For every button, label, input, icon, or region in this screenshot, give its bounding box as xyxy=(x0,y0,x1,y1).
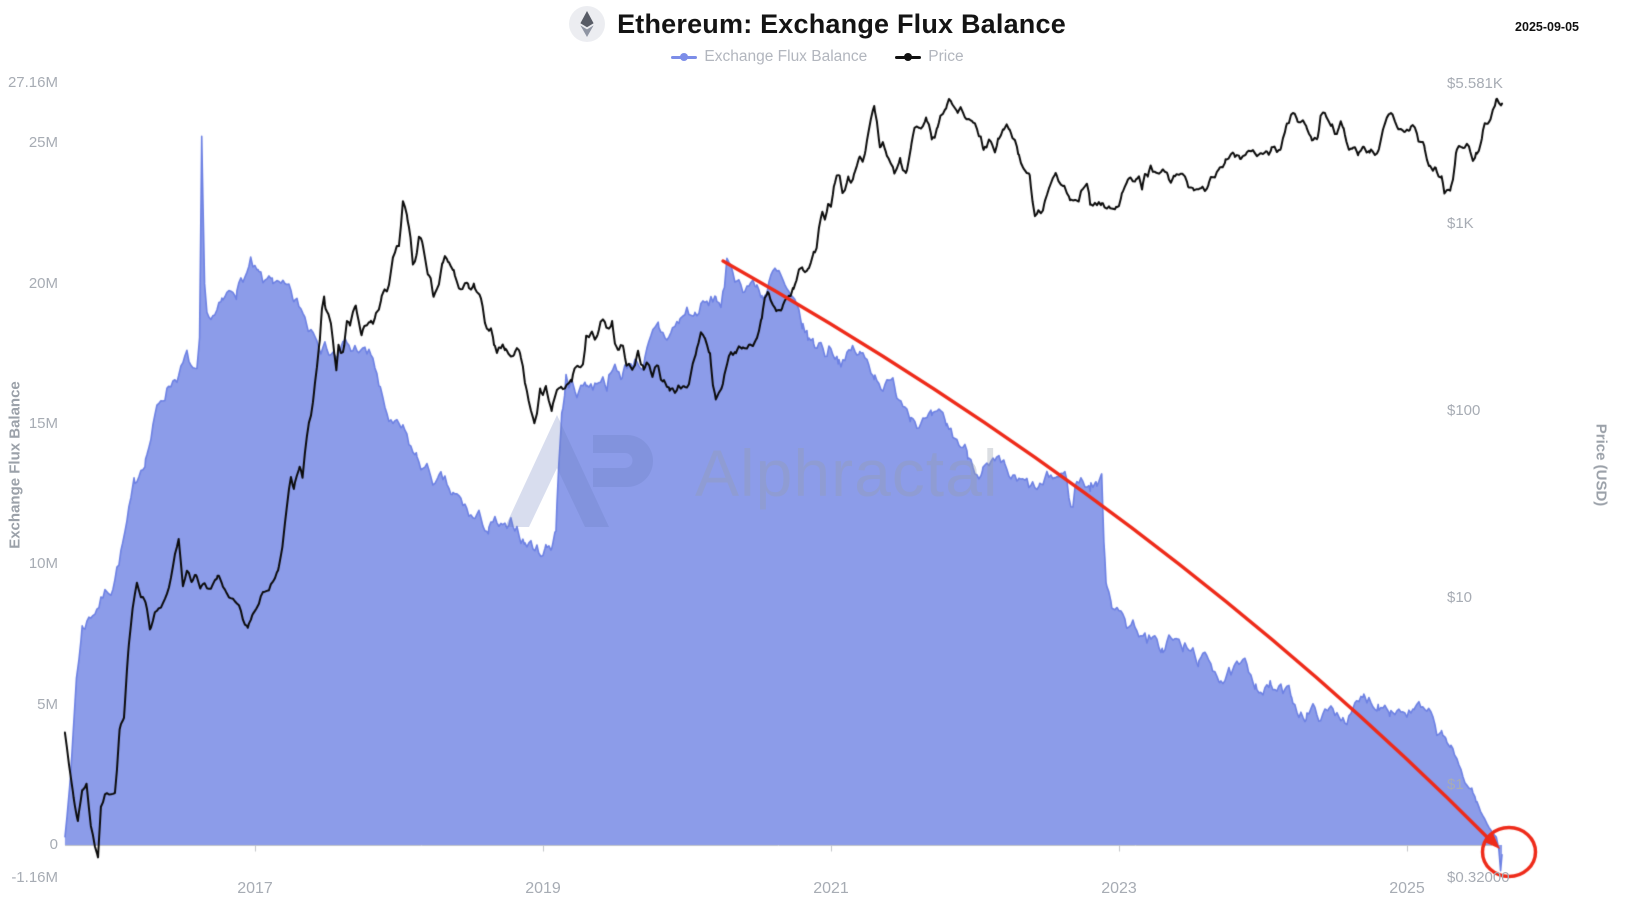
y-left-tick-label: 25M xyxy=(28,134,58,152)
left-axis-title: Exchange Flux Balance xyxy=(6,381,24,549)
y-right-tick-label: $100 xyxy=(1447,402,1481,419)
legend-marker-price-icon xyxy=(895,53,922,62)
y-right-tick-label: $10 xyxy=(1447,589,1473,606)
x-axis-year-label: 2023 xyxy=(1101,880,1137,897)
legend-label-price: Price xyxy=(928,48,964,65)
page-title: Ethereum: Exchange Flux Balance xyxy=(617,8,1066,39)
report-date: 2025-09-05 xyxy=(1515,20,1579,34)
y-left-tick-label: -1.16M xyxy=(11,868,58,886)
y-right-tick-label: $1 xyxy=(1447,776,1464,793)
x-axis-year-label: 2025 xyxy=(1389,880,1425,897)
right-axis-title: Price (USD) xyxy=(1592,423,1610,507)
ethereum-icon xyxy=(569,6,606,42)
x-axis-year-label: 2021 xyxy=(813,880,849,897)
legend-marker-flux-icon xyxy=(671,53,698,62)
chart-legend: Exchange Flux Balance Price xyxy=(0,48,1635,66)
y-left-tick-label: 5M xyxy=(37,695,58,713)
y-left-tick-label: 0 xyxy=(49,836,58,853)
y-right-tick-label: $1K xyxy=(1447,215,1474,232)
y-left-tick-label: 10M xyxy=(28,555,58,573)
y-right-tick-label: $5.581K xyxy=(1447,75,1503,93)
y-left-tick-label: 20M xyxy=(28,274,58,292)
legend-item-price[interactable]: Price xyxy=(895,48,964,66)
chart-header: Ethereum: Exchange Flux Balance xyxy=(0,6,1635,42)
y-right-tick-label: $0.32000 xyxy=(1447,868,1510,886)
ethereum-diamond-icon xyxy=(580,11,594,37)
y-left-tick-label: 15M xyxy=(28,415,58,432)
legend-item-exchange-flux-balance[interactable]: Exchange Flux Balance xyxy=(671,48,867,66)
x-axis-year-label: 2017 xyxy=(237,880,273,897)
legend-label-flux: Exchange Flux Balance xyxy=(704,48,868,65)
y-left-tick-label: 27.16M xyxy=(7,73,58,91)
x-axis-year-label: 2019 xyxy=(525,880,561,897)
